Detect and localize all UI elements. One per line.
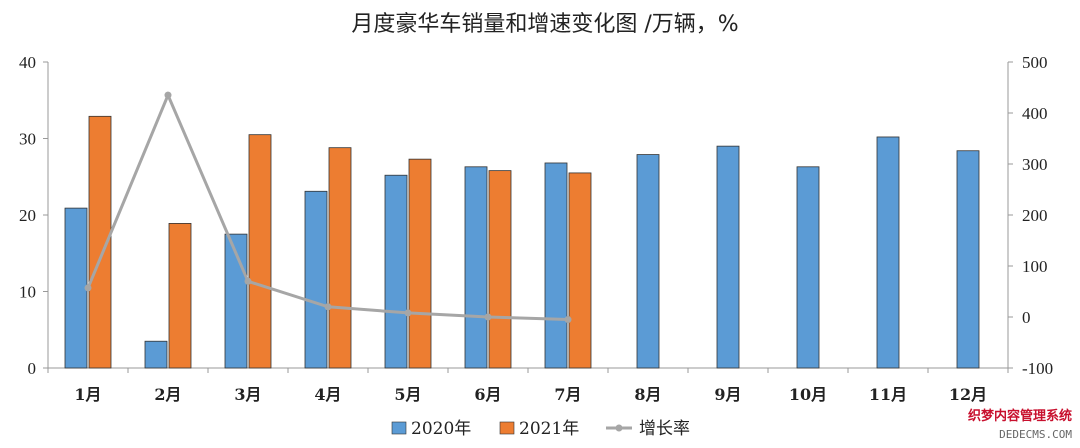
legend-line-marker	[615, 424, 623, 432]
right-tick-label: 400	[1022, 104, 1048, 123]
right-tick-label: 500	[1022, 53, 1048, 72]
bar-2020-6	[464, 166, 488, 369]
right-tick-label: 200	[1022, 206, 1048, 225]
left-tick-label: 20	[19, 206, 36, 225]
x-tick-label: 7月	[554, 385, 581, 404]
left-tick-label: 40	[19, 53, 36, 72]
legend: 2020年 2021年 增长率	[391, 419, 690, 439]
bar-2021-5	[408, 158, 432, 369]
bar-2021-4	[328, 147, 352, 369]
bar-2020-10	[796, 166, 820, 369]
bar-2021-7	[568, 172, 592, 369]
bar-2021-1	[88, 115, 112, 369]
growth-rate-point	[164, 91, 172, 99]
x-tick-label: 3月	[234, 385, 261, 404]
chart-title: 月度豪华车销量和增速变化图 /万辆，%	[351, 12, 738, 37]
bar-2021-6	[488, 170, 512, 369]
x-tick-label: 1月	[74, 385, 101, 404]
x-tick-label: 10月	[789, 385, 827, 404]
legend-swatch	[391, 421, 407, 435]
bar-2020-5	[384, 174, 408, 369]
bar-2020-8	[636, 154, 660, 369]
bar-2020-7	[544, 162, 568, 369]
right-tick-label: 300	[1022, 155, 1048, 174]
growth-rate-point	[484, 313, 492, 321]
legend-label: 2021年	[519, 419, 579, 439]
right-tick-label: 100	[1022, 257, 1048, 276]
bar-2020-12	[956, 150, 980, 369]
right-tick-label: -100	[1022, 359, 1053, 378]
growth-rate-point	[84, 284, 92, 292]
x-tick-label: 8月	[634, 385, 661, 404]
bar-2020-2	[144, 340, 168, 369]
watermark-line2: DEDECMS.COM	[999, 428, 1072, 441]
bar-2020-11	[876, 136, 900, 369]
bar-2020-1	[64, 207, 88, 369]
x-tick-label: 12月	[949, 385, 987, 404]
bar-2020-9	[716, 145, 740, 369]
bar-2021-3	[248, 134, 272, 369]
watermark-line1: 织梦内容管理系统	[968, 408, 1072, 424]
x-tick-label: 5月	[394, 385, 421, 404]
right-tick-label: 0	[1022, 308, 1031, 327]
bar-2020-4	[304, 190, 328, 369]
x-tick-label: 2月	[154, 385, 181, 404]
bar-2021-2	[168, 223, 192, 369]
growth-rate-point	[324, 303, 332, 311]
legend-label: 2020年	[411, 419, 471, 439]
watermark: 织梦内容管理系统 DEDECMS.COM	[968, 408, 1072, 441]
left-tick-label: 10	[19, 283, 36, 302]
growth-rate-point	[564, 316, 572, 324]
x-tick-label: 4月	[314, 385, 341, 404]
legend-swatch	[499, 421, 515, 435]
growth-rate-point	[404, 309, 412, 317]
x-tick-label: 9月	[714, 385, 741, 404]
x-tick-label: 6月	[474, 385, 501, 404]
legend-label: 增长率	[639, 419, 690, 439]
growth-rate-point	[244, 277, 252, 285]
left-tick-label: 30	[19, 130, 36, 149]
x-tick-label: 11月	[869, 385, 907, 404]
left-tick-label: 0	[28, 359, 37, 378]
